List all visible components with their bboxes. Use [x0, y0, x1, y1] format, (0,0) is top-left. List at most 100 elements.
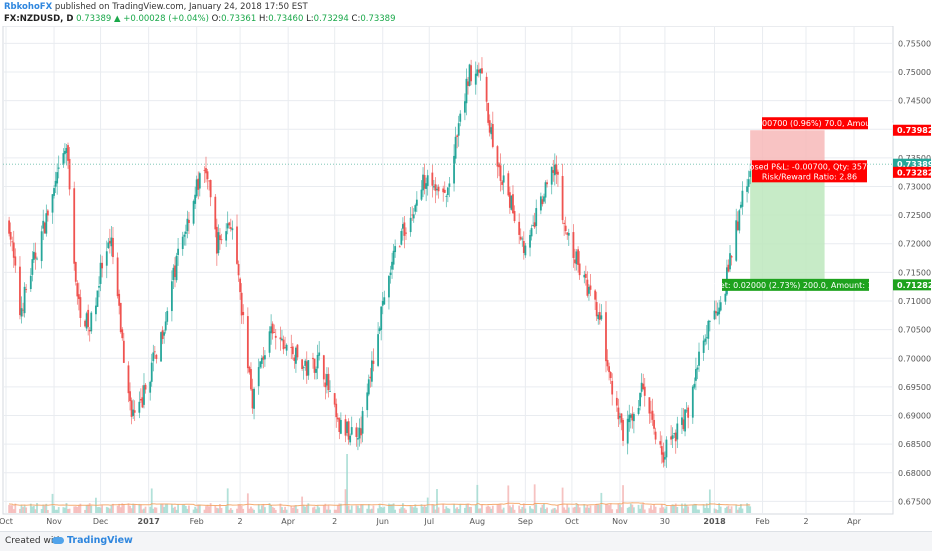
- volume-bar: [259, 509, 262, 513]
- volume-bar: [370, 508, 373, 513]
- candle-body: [90, 312, 93, 332]
- candle-body: [405, 232, 407, 234]
- volume-bar: [575, 503, 578, 513]
- price-tag-text: 0.71282: [897, 281, 932, 290]
- volume-bar: [358, 508, 361, 513]
- volume-bar: [99, 507, 102, 513]
- volume-bar: [367, 504, 370, 513]
- symbol-label: FX:NZDUSD, D: [4, 14, 74, 24]
- stop-label-box: [762, 117, 868, 130]
- candle-body: [175, 255, 178, 281]
- target-label: Target: 0.02000 (2.73%) 200.0, Amount: 1…: [702, 281, 888, 290]
- volume-bar: [307, 503, 310, 513]
- volume-bar: [33, 505, 35, 513]
- candle-body: [687, 407, 690, 418]
- y-tick-label: 0.70500: [898, 326, 931, 335]
- volume-bar: [611, 509, 614, 513]
- volume-bar: [12, 509, 15, 513]
- publish-line: RbkohoFX published on TradingView.com, J…: [4, 1, 308, 13]
- price-tag-entry: [893, 166, 931, 178]
- volume-bar: [702, 504, 705, 513]
- candle-body: [640, 382, 643, 392]
- volume-bar: [285, 509, 288, 513]
- candle-body: [674, 432, 677, 442]
- volume-bar: [671, 504, 674, 513]
- volume-bar: [448, 508, 451, 513]
- candle-body: [606, 360, 609, 367]
- candle-body: [264, 355, 266, 360]
- tradingview-logo[interactable]: TradingView: [52, 535, 133, 546]
- volume-bar: [415, 507, 418, 513]
- candle-body: [470, 65, 473, 82]
- volume-bar: [270, 505, 273, 513]
- candle-body: [704, 338, 707, 342]
- volume-bar: [118, 503, 121, 513]
- candle-body: [653, 419, 655, 429]
- candle-body: [698, 351, 700, 366]
- volume-bar: [640, 504, 643, 513]
- volume-bar: [215, 507, 218, 513]
- candle-body: [557, 171, 559, 175]
- candle-body: [553, 164, 556, 176]
- volume-bar: [149, 506, 152, 513]
- volume-bar: [105, 506, 108, 513]
- volume-bar: [188, 505, 190, 513]
- volume-bar: [257, 504, 260, 513]
- volume-bar: [626, 507, 629, 513]
- candle-body: [203, 169, 206, 171]
- volume-bar: [85, 505, 88, 513]
- position-tool: [750, 130, 825, 285]
- candle-body: [564, 225, 567, 232]
- candle-body: [138, 401, 141, 413]
- candle-body: [594, 290, 597, 300]
- candle-body: [664, 457, 666, 460]
- x-tick-label: Apr: [281, 517, 296, 526]
- candle-body: [465, 78, 468, 104]
- x-tick-label: Oct: [0, 517, 13, 526]
- volume-bar: [521, 507, 524, 513]
- volume-bar: [141, 509, 144, 513]
- candle-body: [110, 237, 113, 247]
- candle-body: [442, 188, 445, 193]
- x-tick-label: 2: [803, 517, 808, 526]
- pnl-label: Closed P&L: -0.00700, Qty: 35714: [742, 162, 878, 171]
- candle-body: [367, 379, 370, 395]
- volume-bar: [326, 509, 328, 513]
- candle-body: [589, 285, 592, 290]
- candle-body: [62, 153, 65, 165]
- candle-body: [605, 312, 607, 362]
- volume-bar: [45, 503, 48, 513]
- volume-bar: [174, 506, 176, 513]
- candle-body: [119, 302, 122, 333]
- candle-body: [619, 415, 621, 418]
- candle-body: [192, 201, 195, 224]
- price-tag-stop: [893, 124, 931, 136]
- candle-body: [659, 441, 662, 445]
- candle-body: [574, 259, 576, 264]
- price-chart[interactable]: 0.755000.750000.745000.740000.735000.730…: [0, 26, 932, 531]
- volume-bar: [313, 506, 316, 513]
- candle-body: [389, 272, 392, 276]
- volume-bar: [129, 505, 131, 513]
- candle-body: [284, 347, 286, 349]
- high-label: H:: [258, 14, 269, 24]
- candle-body: [578, 263, 581, 276]
- candle-body: [96, 290, 99, 307]
- volume-bar: [251, 508, 254, 513]
- candle-body: [474, 73, 477, 85]
- volume-bar: [150, 488, 153, 513]
- volume-bar: [316, 505, 319, 513]
- volume-bar: [485, 506, 488, 513]
- candle-body: [394, 246, 397, 253]
- volume-bar: [226, 488, 229, 513]
- author-name[interactable]: RbkohoFX: [4, 2, 53, 12]
- volume-bar: [88, 503, 91, 513]
- candle-body: [88, 329, 91, 332]
- low-value: 0.73294: [313, 14, 349, 24]
- volume-bar: [687, 506, 690, 513]
- volume-bar: [184, 506, 187, 513]
- volume-bar: [214, 506, 217, 513]
- candle-body: [456, 135, 459, 138]
- volume-bar: [108, 508, 111, 513]
- volume-bar: [271, 506, 274, 513]
